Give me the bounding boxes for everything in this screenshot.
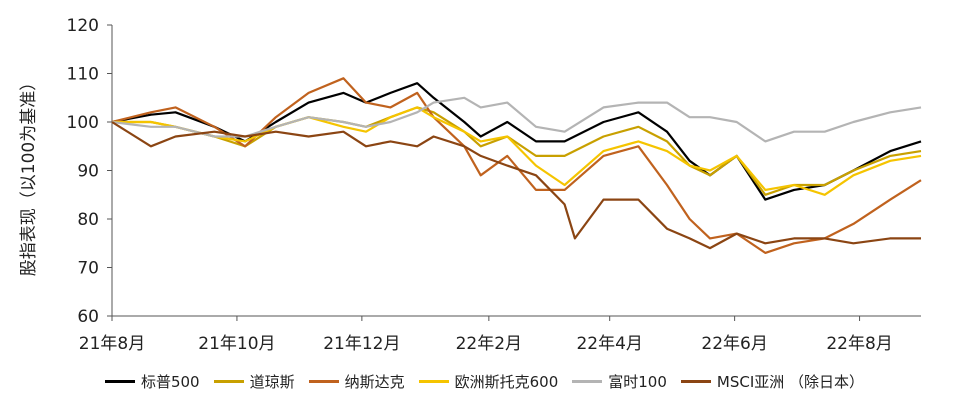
legend-item: 道琼斯 xyxy=(213,371,295,392)
legend-label: 道琼斯 xyxy=(249,372,295,391)
series-line xyxy=(111,82,922,201)
legend-item: 纳斯达克 xyxy=(308,371,405,392)
legend-label: 富时100 xyxy=(608,372,667,391)
legend-item: 欧洲斯托克600 xyxy=(418,371,559,392)
line-chart: 60 70 80 90 100 110 120 21年8月 21年10月 21年12月 22年2月 2… xyxy=(19,16,922,354)
legend-label: 纳斯达克 xyxy=(344,372,405,391)
series-line xyxy=(111,96,922,143)
legend-swatch xyxy=(418,379,449,383)
series-line xyxy=(112,106,922,196)
y-tick-label: 90 xyxy=(77,162,99,182)
x-tick-label: 21年12月 xyxy=(323,334,400,354)
series-line xyxy=(111,77,922,254)
legend-swatch xyxy=(213,379,244,383)
legend-label: 标普500 xyxy=(140,372,200,391)
legend-item: MSCI亚洲 （除日本） xyxy=(680,371,865,392)
y-tick-label: 120 xyxy=(67,16,99,36)
x-tick-label: 22年8月 xyxy=(826,334,892,354)
legend-swatch xyxy=(104,379,135,383)
legend-label: 欧洲斯托克600 xyxy=(454,372,559,391)
legend: 标普500 道琼斯 纳斯达克 欧洲斯托克600 富时100 MSCI亚洲 （除日本） xyxy=(0,366,969,396)
series-line xyxy=(111,121,921,250)
x-tick-label: 21年10月 xyxy=(198,334,275,354)
y-tick-label: 100 xyxy=(67,113,99,133)
y-axis-label: 股指表现（以100为基准） xyxy=(19,74,39,276)
legend-swatch xyxy=(308,379,339,383)
series-line xyxy=(112,106,922,196)
y-tick-label: 80 xyxy=(77,210,99,230)
legend-item: 富时100 xyxy=(572,371,667,392)
legend-item: 标普500 xyxy=(104,371,200,392)
x-tick-label: 22年2月 xyxy=(456,334,522,354)
y-tick-label: 60 xyxy=(77,307,99,327)
axes: 60 70 80 90 100 110 120 21年8月 21年10月 21年12月 22年2月 2… xyxy=(67,16,921,354)
legend-swatch xyxy=(680,379,711,383)
x-tick-label: 21年8月 xyxy=(79,334,145,354)
series-lines xyxy=(111,77,922,254)
x-tick-label: 22年4月 xyxy=(576,334,642,354)
x-tick-label: 22年6月 xyxy=(701,334,767,354)
y-tick-label: 70 xyxy=(77,259,99,279)
y-tick-label: 110 xyxy=(67,65,99,85)
legend-label: MSCI亚洲 （除日本） xyxy=(716,372,865,391)
legend-swatch xyxy=(572,379,603,383)
